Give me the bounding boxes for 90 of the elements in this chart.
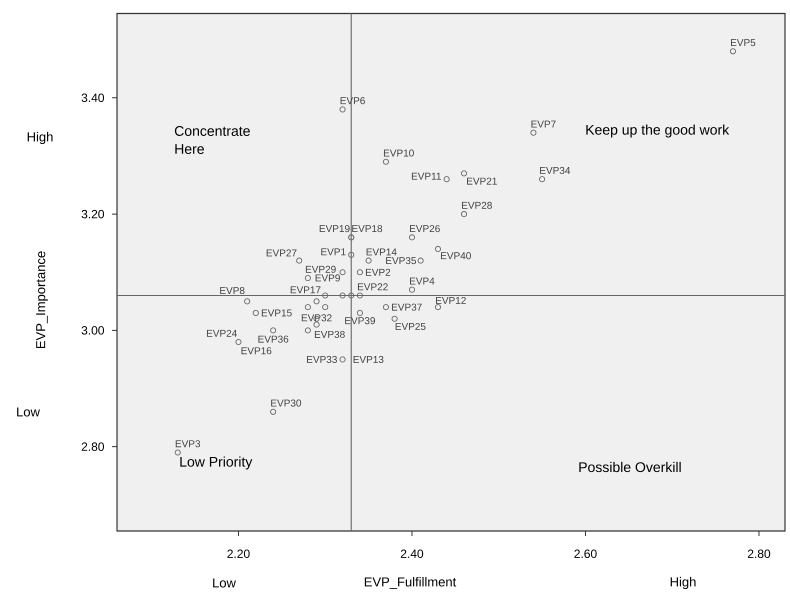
annotation: EVP7: [531, 120, 556, 128]
point: [340, 292, 346, 299]
text: Low: [17, 407, 40, 417]
point: [235, 338, 242, 346]
annotation: EVP1: [321, 248, 346, 256]
point: [174, 449, 181, 456]
annotation: EVP36: [258, 336, 288, 343]
annotation: EVP34: [540, 166, 570, 174]
x-axis-title: EVP_Fulfillment: [364, 576, 456, 589]
annotation: EVP24: [206, 330, 237, 337]
annotation: EVP14: [366, 248, 397, 256]
point: [408, 286, 416, 293]
annotation: Concentrate Here: [174, 126, 250, 154]
annotation: EVP16: [241, 347, 272, 354]
point: [460, 170, 468, 176]
annotation: EVP18: [352, 225, 382, 232]
x-tick-label: 2.20: [227, 550, 250, 558]
point: [322, 304, 328, 310]
point: [356, 269, 363, 276]
point: [356, 310, 363, 316]
annotation: EVP17: [290, 286, 321, 294]
annotation: EVP21: [467, 178, 497, 185]
annotation: EVP10: [384, 149, 414, 157]
point: [539, 176, 546, 182]
annotation: EVP38: [314, 330, 345, 338]
point: [444, 176, 450, 182]
annotation: EVP40: [441, 252, 471, 260]
point: [340, 356, 346, 363]
annotation: EVP13: [354, 356, 384, 363]
point: [304, 304, 311, 310]
annotation: EVP19: [320, 225, 350, 232]
point: [304, 327, 311, 334]
annotation: EVP28: [462, 202, 492, 209]
y-tick-label: 3.40: [82, 94, 104, 102]
annotation: EVP12: [436, 296, 466, 304]
point: [244, 298, 250, 304]
point: [270, 327, 276, 334]
point: [382, 304, 389, 310]
point: [730, 48, 736, 54]
annotation: Keep up the good work: [586, 124, 730, 138]
annotation: EVP37: [392, 304, 422, 311]
annotation: Low Priority: [180, 456, 252, 470]
annotation: EVP29: [306, 266, 336, 273]
annotation: EVP9: [316, 274, 340, 282]
annotation: EVP27: [266, 249, 296, 256]
point: [418, 258, 424, 264]
annotation: Possible Overkill: [579, 462, 681, 472]
point: [392, 316, 398, 322]
point: [340, 106, 346, 112]
point: [348, 292, 354, 299]
annotation: EVP33: [307, 356, 337, 363]
point: [408, 234, 416, 240]
annotation: EVP26: [410, 225, 440, 232]
annotation: EVP11: [412, 172, 441, 180]
text: High: [28, 132, 53, 144]
point: [296, 258, 302, 264]
point: [322, 292, 328, 299]
annotation: EVP25: [396, 322, 426, 330]
x-tick-label: 2.40: [400, 550, 424, 558]
point: [252, 310, 259, 316]
y-tick-label: 3.20: [82, 210, 104, 218]
point: [340, 269, 346, 276]
x-tick-label: 2.80: [748, 550, 770, 558]
annotation: EVP4: [410, 278, 434, 284]
point: [304, 275, 311, 282]
annotation: EVP35: [386, 257, 416, 264]
annotation: EVP3: [176, 440, 200, 448]
x-tick-label: 2.60: [574, 550, 597, 558]
point: [434, 246, 442, 252]
point: [460, 211, 468, 218]
point: [530, 130, 536, 136]
point: [348, 252, 354, 258]
point: [356, 292, 363, 299]
point: [382, 158, 389, 165]
annotation: EVP5: [730, 39, 756, 46]
text: High: [670, 576, 696, 590]
y-tick-label: 2.80: [82, 442, 104, 451]
annotation: EVP8: [220, 287, 244, 294]
annotation: EVP2: [366, 268, 390, 276]
point: [270, 408, 276, 415]
y-axis-title: EVP_Importance: [36, 251, 48, 348]
point: [313, 322, 320, 328]
text: Low: [213, 578, 236, 588]
point: [313, 298, 320, 304]
annotation: EVP15: [262, 309, 292, 316]
annotation: EVP30: [271, 400, 302, 407]
y-tick-label: 3.00: [82, 326, 104, 335]
point: [366, 258, 372, 264]
annotation: EVP22: [358, 283, 388, 290]
point: [434, 304, 442, 310]
